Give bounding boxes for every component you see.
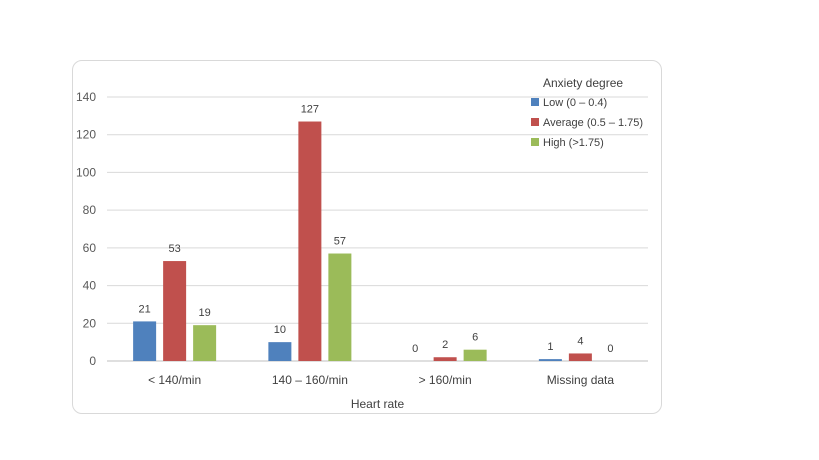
bars [133, 121, 592, 361]
data-label: 0 [412, 343, 418, 355]
data-label: 0 [607, 343, 613, 355]
y-tick-label: 40 [83, 279, 97, 293]
bar [463, 349, 487, 361]
data-label: 10 [274, 324, 286, 336]
y-axis-ticks: 0 20 40 60 80 100 120 140 [76, 90, 96, 368]
y-tick-label: 0 [89, 354, 96, 368]
data-label: 1 [547, 341, 553, 353]
y-tick-label: 60 [83, 241, 97, 255]
x-axis-categories: < 140/min 140 – 160/min > 160/min Missing d… [148, 373, 614, 387]
bar [328, 253, 352, 361]
data-label: 57 [334, 236, 346, 248]
legend-label: Low (0 – 0.4) [543, 97, 607, 109]
bar [568, 353, 592, 361]
data-label: 4 [577, 335, 583, 347]
bar [298, 121, 322, 361]
bar [538, 359, 562, 361]
data-label: 2 [442, 339, 448, 351]
legend-swatch [531, 98, 539, 106]
bar [163, 261, 187, 361]
x-category-label: > 160/min [419, 373, 472, 387]
bar [193, 325, 217, 361]
data-label: 21 [139, 303, 151, 315]
legend-label: High (>1.75) [543, 137, 604, 149]
legend-swatch [531, 118, 539, 126]
x-category-label: 140 – 160/min [272, 373, 348, 387]
data-label: 19 [199, 307, 211, 319]
bar [133, 321, 157, 361]
x-category-label: Missing data [547, 373, 615, 387]
data-label: 127 [301, 104, 319, 116]
data-labels: 21 53 19 10 127 57 0 2 6 1 4 0 [139, 104, 614, 355]
bar [433, 357, 457, 361]
legend: Anxiety degree Low (0 – 0.4) Average (0.5… [531, 76, 643, 149]
legend-swatch [531, 138, 539, 146]
x-category-label: < 140/min [148, 373, 201, 387]
data-label: 6 [472, 332, 478, 344]
y-tick-label: 120 [76, 128, 96, 142]
y-tick-label: 20 [83, 316, 97, 330]
y-tick-label: 140 [76, 90, 96, 104]
data-label: 53 [169, 243, 181, 255]
legend-label: Average (0.5 – 1.75) [543, 117, 643, 129]
bar [268, 342, 292, 361]
y-tick-label: 100 [76, 165, 96, 179]
x-axis-title: Heart rate [351, 397, 405, 411]
y-tick-label: 80 [83, 203, 97, 217]
legend-title: Anxiety degree [543, 76, 623, 90]
